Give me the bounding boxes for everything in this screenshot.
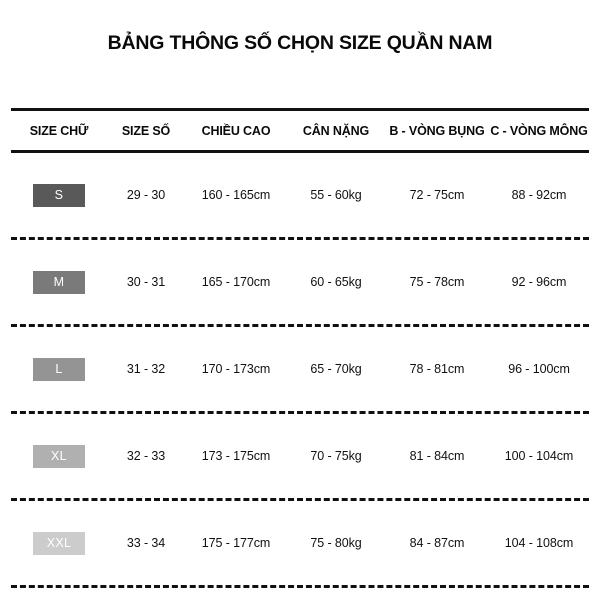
status-badge: XXL bbox=[33, 531, 85, 555]
row-separator-cell bbox=[11, 498, 589, 501]
cell-size-number: 31 - 32 bbox=[126, 362, 166, 376]
column-header-vong-mong: C - VÒNG MÔNG bbox=[490, 124, 588, 138]
cell-height: 170 - 173cm bbox=[201, 362, 271, 376]
page-title: BẢNG THÔNG SỐ CHỌN SIZE QUẦN NAM bbox=[107, 32, 493, 54]
cell-size-label: XL bbox=[11, 414, 107, 498]
header-bottom-rule bbox=[11, 150, 589, 153]
row-separator-cell bbox=[11, 411, 589, 414]
table-body: S 29 - 30 160 - 165cm 55 - 60kg 72 - 75c… bbox=[11, 153, 589, 585]
status-badge: S bbox=[33, 183, 85, 207]
cell-weight: 70 - 75kg bbox=[310, 449, 362, 463]
table-header: SIZE CHỮ SIZE SỐ CHIỀU CAO CÂN NẶNG B - … bbox=[11, 111, 589, 150]
cell-hip: 92 - 96cm bbox=[511, 275, 567, 289]
cell-size-label: M bbox=[11, 240, 107, 324]
header-row: SIZE CHỮ SIZE SỐ CHIỀU CAO CÂN NẶNG B - … bbox=[11, 111, 589, 150]
table-bottom-rule bbox=[11, 585, 589, 588]
table-row: M 30 - 31 165 - 170cm 60 - 65kg 75 - 78c… bbox=[11, 240, 589, 324]
cell-height: 173 - 175cm bbox=[201, 449, 271, 463]
row-separator-cell bbox=[11, 237, 589, 240]
row-separator bbox=[11, 324, 589, 327]
cell-hip: 96 - 100cm bbox=[508, 362, 570, 376]
table-row: L 31 - 32 170 - 173cm 65 - 70kg 78 - 81c… bbox=[11, 327, 589, 411]
column-header-vong-bung: B - VÒNG BỤNG bbox=[389, 124, 485, 138]
size-chart-table: SIZE CHỮ SIZE SỐ CHIỀU CAO CÂN NẶNG B - … bbox=[11, 111, 589, 150]
cell-size-number: 30 - 31 bbox=[126, 275, 166, 289]
cell-hip: 104 - 108cm bbox=[504, 536, 574, 550]
column-header-can-nang: CÂN NẶNG bbox=[302, 124, 370, 138]
cell-height: 160 - 165cm bbox=[201, 188, 271, 202]
column-header-chieu-cao: CHIỀU CAO bbox=[201, 124, 271, 138]
size-table-container: SIZE CHỮ SIZE SỐ CHIỀU CAO CÂN NẶNG B - … bbox=[11, 108, 589, 588]
cell-waist: 75 - 78cm bbox=[409, 275, 465, 289]
cell-size-number: 32 - 33 bbox=[126, 449, 166, 463]
table-row: XXL 33 - 34 175 - 177cm 75 - 80kg 84 - 8… bbox=[11, 501, 589, 585]
dashed-divider bbox=[11, 237, 589, 240]
dashed-divider bbox=[11, 324, 589, 327]
status-badge: XL bbox=[33, 444, 85, 468]
size-chart-body-table: S 29 - 30 160 - 165cm 55 - 60kg 72 - 75c… bbox=[11, 153, 589, 585]
table-row: S 29 - 30 160 - 165cm 55 - 60kg 72 - 75c… bbox=[11, 153, 589, 237]
cell-weight: 60 - 65kg bbox=[310, 275, 362, 289]
cell-weight: 75 - 80kg bbox=[310, 536, 362, 550]
cell-height: 175 - 177cm bbox=[201, 536, 271, 550]
cell-hip: 100 - 104cm bbox=[504, 449, 574, 463]
table-row: XL 32 - 33 173 - 175cm 70 - 75kg 81 - 84… bbox=[11, 414, 589, 498]
table-top-rule bbox=[11, 108, 589, 111]
cell-waist: 84 - 87cm bbox=[409, 536, 465, 550]
cell-waist: 81 - 84cm bbox=[409, 449, 465, 463]
cell-height: 165 - 170cm bbox=[201, 275, 271, 289]
cell-size-number: 29 - 30 bbox=[126, 188, 166, 202]
cell-weight: 55 - 60kg bbox=[310, 188, 362, 202]
row-separator bbox=[11, 498, 589, 501]
cell-waist: 78 - 81cm bbox=[409, 362, 465, 376]
row-separator bbox=[11, 237, 589, 240]
row-separator-cell bbox=[11, 324, 589, 327]
dashed-divider bbox=[11, 411, 589, 414]
column-header-size-so: SIZE SỐ bbox=[121, 124, 171, 138]
cell-size-label: L bbox=[11, 327, 107, 411]
cell-waist: 72 - 75cm bbox=[409, 188, 465, 202]
row-separator bbox=[11, 411, 589, 414]
column-header-size-chu: SIZE CHỮ bbox=[29, 124, 89, 138]
status-badge: M bbox=[33, 270, 85, 294]
cell-hip: 88 - 92cm bbox=[511, 188, 567, 202]
dashed-divider bbox=[11, 498, 589, 501]
status-badge: L bbox=[33, 357, 85, 381]
cell-weight: 65 - 70kg bbox=[310, 362, 362, 376]
cell-size-number: 33 - 34 bbox=[126, 536, 166, 550]
cell-size-label: S bbox=[11, 153, 107, 237]
cell-size-label: XXL bbox=[11, 501, 107, 585]
